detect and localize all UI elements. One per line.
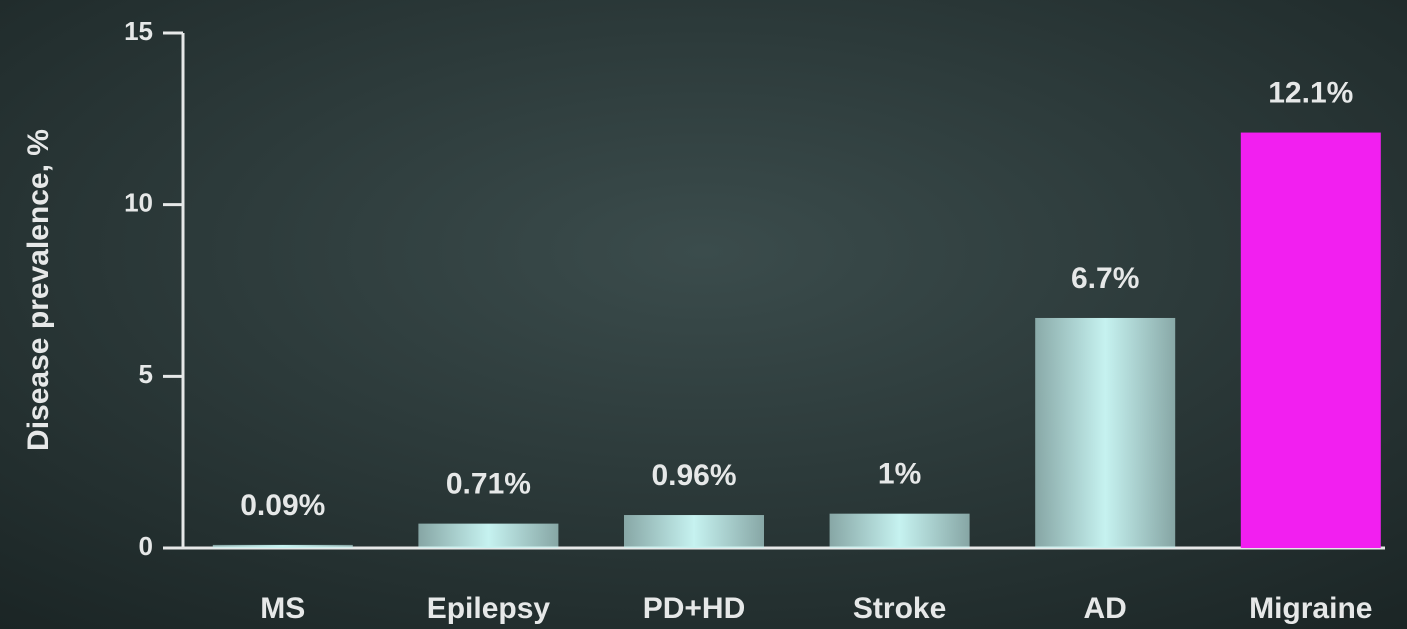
y-tick-label: 15 xyxy=(124,16,153,46)
bar xyxy=(1035,317,1176,548)
x-tick-label: Epilepsy xyxy=(427,592,551,625)
value-label: 1% xyxy=(878,458,921,491)
bar xyxy=(1240,132,1381,549)
value-label: 0.96% xyxy=(651,459,736,492)
bar xyxy=(212,544,353,548)
x-tick-label: Stroke xyxy=(853,592,946,625)
y-tick-label: 5 xyxy=(139,359,153,389)
value-label: 0.71% xyxy=(446,468,531,501)
x-tick-label: MS xyxy=(260,592,305,625)
x-tick-label: PD+HD xyxy=(643,592,746,625)
y-axis-label: Disease prevalence, % xyxy=(22,129,55,451)
value-label: 6.7% xyxy=(1071,262,1139,295)
bar xyxy=(829,513,970,548)
x-tick-label: AD xyxy=(1084,592,1127,625)
bar xyxy=(624,515,764,548)
x-tick-label: Migraine xyxy=(1249,592,1372,625)
value-label: 12.1% xyxy=(1268,76,1353,109)
y-tick-label: 10 xyxy=(124,188,153,218)
bar xyxy=(418,523,559,548)
y-tick-label: 0 xyxy=(139,531,153,561)
value-label: 0.09% xyxy=(240,489,325,522)
